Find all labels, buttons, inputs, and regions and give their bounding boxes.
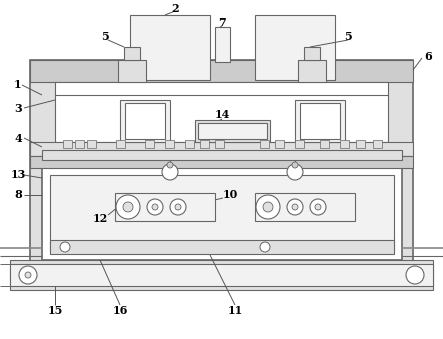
Bar: [42, 168, 402, 260]
Text: 13: 13: [10, 170, 26, 180]
Text: 16: 16: [113, 304, 128, 316]
Bar: [116, 140, 125, 148]
Circle shape: [287, 199, 303, 215]
Text: 1: 1: [14, 80, 22, 91]
Bar: [340, 140, 349, 148]
Circle shape: [292, 162, 298, 168]
Circle shape: [170, 199, 186, 215]
Circle shape: [287, 164, 303, 180]
Text: 11: 11: [227, 304, 243, 316]
Bar: [255, 15, 335, 80]
Text: 12: 12: [93, 213, 108, 223]
Bar: [215, 140, 224, 148]
Bar: [42, 150, 402, 160]
Bar: [298, 60, 326, 82]
Bar: [185, 140, 194, 148]
Text: 10: 10: [222, 190, 237, 200]
Bar: [30, 142, 413, 156]
Bar: [30, 156, 413, 168]
Bar: [255, 193, 355, 221]
Text: 2: 2: [171, 2, 179, 14]
Text: 3: 3: [14, 102, 22, 114]
Bar: [295, 100, 345, 142]
Bar: [115, 193, 215, 221]
Circle shape: [260, 242, 270, 252]
Bar: [30, 60, 413, 82]
Text: 14: 14: [214, 109, 229, 120]
Circle shape: [406, 266, 424, 284]
Circle shape: [152, 204, 158, 210]
Circle shape: [315, 204, 321, 210]
Bar: [215, 27, 230, 62]
Circle shape: [25, 272, 31, 278]
Circle shape: [167, 162, 173, 168]
Text: 5: 5: [101, 32, 109, 42]
Bar: [125, 103, 165, 139]
Bar: [130, 15, 210, 80]
Bar: [275, 140, 284, 148]
Bar: [75, 140, 84, 148]
Bar: [50, 240, 394, 254]
Circle shape: [60, 242, 70, 252]
Bar: [50, 175, 394, 251]
Circle shape: [123, 202, 133, 212]
Bar: [63, 140, 72, 148]
Circle shape: [256, 195, 280, 219]
Bar: [320, 140, 329, 148]
Bar: [198, 123, 267, 139]
Circle shape: [263, 202, 273, 212]
Bar: [200, 140, 209, 148]
Bar: [87, 140, 96, 148]
Bar: [356, 140, 365, 148]
Text: 8: 8: [14, 190, 22, 200]
Text: 7: 7: [218, 17, 226, 27]
Circle shape: [19, 266, 37, 284]
Bar: [304, 47, 320, 60]
Text: 4: 4: [14, 133, 22, 143]
Bar: [373, 140, 382, 148]
Circle shape: [292, 204, 298, 210]
Text: 6: 6: [424, 51, 432, 61]
Bar: [55, 82, 388, 142]
Bar: [195, 120, 270, 142]
Bar: [120, 100, 170, 142]
Bar: [118, 60, 146, 82]
Text: 15: 15: [47, 304, 63, 316]
Circle shape: [147, 199, 163, 215]
Bar: [295, 140, 304, 148]
Text: 5: 5: [344, 32, 352, 42]
Bar: [10, 260, 433, 290]
Circle shape: [310, 199, 326, 215]
Bar: [145, 140, 154, 148]
Bar: [260, 140, 269, 148]
Circle shape: [175, 204, 181, 210]
Circle shape: [116, 195, 140, 219]
Circle shape: [162, 164, 178, 180]
Bar: [30, 60, 413, 290]
Bar: [124, 47, 140, 60]
Bar: [165, 140, 174, 148]
Bar: [300, 103, 340, 139]
Bar: [10, 264, 433, 286]
